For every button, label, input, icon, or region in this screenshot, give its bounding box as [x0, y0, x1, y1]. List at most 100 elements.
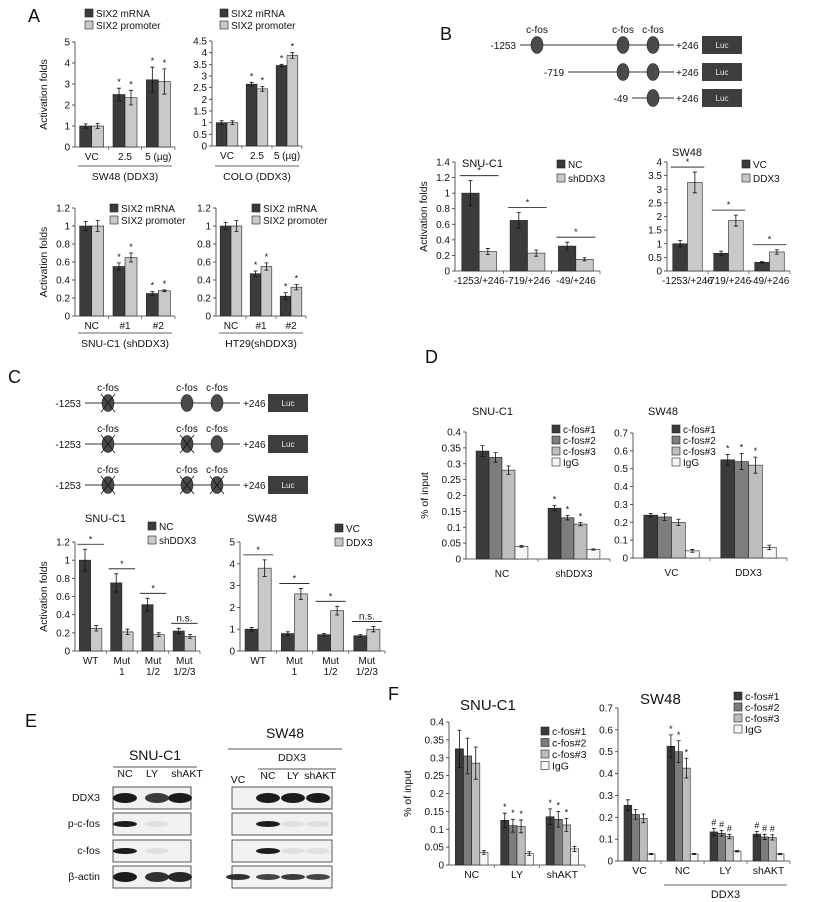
legend-swatch — [741, 173, 751, 183]
y-tick-label: 0 — [656, 267, 662, 278]
bar — [666, 745, 676, 862]
legend-label: IgG — [683, 458, 699, 469]
bar — [717, 832, 726, 862]
c-fos-binding-site — [646, 89, 660, 107]
y-tick-label: 0.2 — [56, 628, 70, 639]
protein-band — [281, 848, 305, 854]
chart-d-8: 0 0.05 0.1 0.15 0.2 0.25 0.3 0.35 0.4 % of input S… — [419, 406, 611, 580]
bar — [752, 833, 762, 862]
blot-strip — [231, 839, 333, 863]
y-tick-label: 0.4 — [197, 276, 211, 287]
luciferase-box — [702, 89, 742, 107]
y-tick-label: 2.5 — [648, 198, 662, 209]
legend-swatch — [733, 691, 743, 701]
blot-row-label: c-fos — [77, 845, 100, 857]
category-label: LY — [511, 869, 523, 881]
significance-marker: * — [261, 76, 265, 86]
significance-marker: * — [280, 53, 284, 63]
y-tick-label: 0 — [229, 647, 235, 658]
y-tick-label: 2 — [64, 101, 70, 112]
legend-swatch — [84, 8, 94, 18]
bar — [501, 469, 516, 560]
y-tick-label: 4 — [64, 59, 70, 70]
y-tick-label: 0.4 — [430, 718, 444, 729]
promoter-construct: -49 +246 Luc — [614, 89, 742, 107]
y-tick-label: 0.8 — [56, 574, 70, 585]
error-bar — [117, 262, 121, 271]
legend-label: c-fos#1 — [563, 425, 596, 436]
luciferase-label: Luc — [716, 94, 729, 103]
bar — [317, 634, 331, 652]
legend-swatch — [334, 537, 344, 547]
significance-label: * — [727, 200, 731, 210]
error-bar — [762, 833, 767, 840]
blot-row-label: DDX3 — [72, 792, 100, 804]
site-label: c-fos — [206, 465, 228, 476]
category-label: Mut 1/2/3 — [173, 656, 196, 678]
error-bar — [692, 171, 697, 194]
category-label: 5 (µg) — [145, 152, 171, 163]
y-tick-label: 1 — [64, 122, 70, 133]
y-tick-label: 0 — [201, 142, 207, 153]
y-tick-label: 1.2 — [197, 204, 211, 215]
y-tick-label: 2 — [201, 95, 207, 106]
significance-marker: * — [151, 56, 155, 66]
y-tick-label: 1 — [656, 239, 662, 250]
mutation-cross-icon — [209, 475, 225, 495]
error-bar — [565, 241, 570, 251]
bar — [754, 261, 770, 272]
y-tick-label: 0 — [64, 647, 70, 658]
error-bar — [223, 222, 228, 230]
bar — [146, 293, 159, 317]
protein-band — [145, 872, 169, 882]
error-bar — [641, 813, 646, 824]
y-tick-label: 0 — [607, 857, 613, 868]
category-label: -49/+246 — [556, 276, 596, 287]
legend-label: c-fos#1 — [683, 425, 716, 436]
y-tick-label: 2 — [229, 603, 235, 614]
y-tick-label: 4.5 — [193, 37, 207, 48]
y-tick-label: 0.25 — [425, 771, 445, 782]
site-label: c-fos — [176, 465, 198, 476]
bar — [366, 628, 381, 652]
error-bar — [778, 852, 783, 856]
y-tick-label: 0.6 — [436, 220, 450, 231]
significance-marker: # — [719, 819, 724, 829]
legend-label: SIX2 promoter — [231, 21, 296, 32]
error-bar — [564, 818, 569, 832]
y-tick-label: 4 — [656, 158, 662, 169]
legend-label: shDDX3 — [568, 174, 606, 185]
legend-swatch — [551, 457, 561, 467]
significance-marker: * — [129, 242, 133, 252]
site-label: c-fos — [176, 424, 198, 435]
error-bar — [150, 291, 155, 296]
blot-row-label: β-actin — [68, 871, 100, 883]
y-axis-label: % of input — [402, 770, 414, 817]
category-label: -1253/+246 — [662, 276, 713, 287]
c-fos-binding-site — [646, 36, 660, 54]
legend-swatch — [147, 535, 157, 545]
protein-band — [306, 793, 330, 803]
significance-label: * — [89, 534, 93, 544]
bar — [760, 836, 769, 862]
error-bar — [633, 809, 638, 820]
category-label: -49/+246 — [750, 276, 790, 287]
group-label: SNU-C1 (shDDX3) — [81, 338, 169, 350]
error-bar — [719, 250, 724, 256]
chart-c-6: 0 0.2 0.4 0.6 0.8 1 1.2 Activation folds SNU-C1 W… — [38, 513, 201, 678]
significance-marker: # — [762, 823, 767, 833]
error-bar — [725, 454, 730, 466]
legend-swatch — [671, 446, 681, 456]
y-tick-label: 5 — [229, 538, 235, 549]
y-tick-label: 0.2 — [447, 491, 461, 502]
legend-swatch — [741, 159, 751, 169]
c-fos-binding-site — [646, 63, 660, 81]
significance-marker: # — [754, 820, 759, 830]
protein-band — [306, 848, 330, 854]
luciferase-label: Luc — [282, 399, 295, 408]
panel-letter-c: C — [8, 367, 21, 387]
construct-start-label: -1253 — [55, 481, 81, 492]
y-tick-label: 0.2 — [614, 518, 628, 529]
construct-start-label: -49 — [614, 94, 629, 105]
